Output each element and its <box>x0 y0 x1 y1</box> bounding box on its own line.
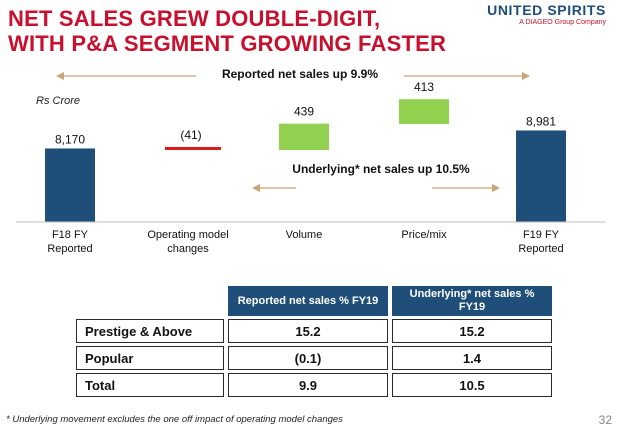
reported-annotation: Reported net sales up 9.9% <box>222 67 378 81</box>
brand-subtitle: A DIAGEO Group Company <box>519 19 606 26</box>
reported-cell: 15.2 <box>228 319 388 343</box>
table-corner <box>76 286 224 316</box>
f18-axis-label-line-2: Reported <box>47 243 92 255</box>
f19-value-label: 8,981 <box>526 114 556 128</box>
underlying-arrow-left-head <box>252 184 260 192</box>
volume-bar <box>279 123 329 150</box>
f18-axis-label-line-1: F18 FY <box>52 229 89 241</box>
operating-model-value-label: (41) <box>180 128 201 142</box>
brand-name: UNITED SPIRITS <box>487 2 606 18</box>
underlying-cell: 1.4 <box>392 346 552 370</box>
segment-table: Reported net sales % FY19 Underlying* ne… <box>72 283 556 400</box>
column-header-reported: Reported net sales % FY19 <box>228 286 388 316</box>
underlying-annotation: Underlying* net sales up 10.5% <box>292 162 470 176</box>
reported-cell: 9.9 <box>228 373 388 397</box>
volume-axis-label-line-1: Volume <box>286 229 323 241</box>
row-label: Prestige & Above <box>76 319 224 343</box>
unit-label: Rs Crore <box>36 95 80 107</box>
operating-model-axis-label-line-2: changes <box>167 243 209 255</box>
waterfall-chart: 8,170 F18 FY Reported (41) Operating model ch… <box>16 67 606 255</box>
table-header-row: Reported net sales % FY19 Underlying* ne… <box>76 286 552 316</box>
table-row: Total 9.9 10.5 <box>76 373 552 397</box>
operating-model-bar <box>165 147 221 150</box>
table-row: Popular (0.1) 1.4 <box>76 346 552 370</box>
reported-arrow-right-head <box>522 72 530 80</box>
underlying-arrow-right-head <box>492 184 500 192</box>
footnote: * Underlying movement excludes the one o… <box>6 414 343 425</box>
volume-value-label: 439 <box>294 105 314 119</box>
reported-arrow-left-head <box>56 72 64 80</box>
f19-reported-bar <box>516 130 566 222</box>
title-line-1: NET SALES GREW DOUBLE-DIGIT, <box>8 6 381 31</box>
underlying-cell: 10.5 <box>392 373 552 397</box>
price-mix-axis-label-line-1: Price/mix <box>401 229 447 241</box>
row-label: Total <box>76 373 224 397</box>
brand-logo: UNITED SPIRITS A DIAGEO Group Company <box>487 3 606 27</box>
price-mix-bar <box>399 99 449 124</box>
page-number: 32 <box>598 413 612 427</box>
reported-cell: (0.1) <box>228 346 388 370</box>
table-row: Prestige & Above 15.2 15.2 <box>76 319 552 343</box>
column-header-underlying: Underlying* net sales % FY19 <box>392 286 552 316</box>
f19-axis-label-line-1: F19 FY <box>523 229 560 241</box>
row-label: Popular <box>76 346 224 370</box>
operating-model-axis-label-line-1: Operating model <box>147 229 228 241</box>
f19-axis-label-line-2: Reported <box>518 243 563 255</box>
price-mix-value-label: 413 <box>414 80 434 94</box>
f18-reported-bar <box>45 148 95 222</box>
underlying-cell: 15.2 <box>392 319 552 343</box>
title-line-2: WITH P&A SEGMENT GROWING FASTER <box>8 31 447 56</box>
page-title: NET SALES GREW DOUBLE-DIGIT, WITH P&A SE… <box>8 6 446 56</box>
f18-value-label: 8,170 <box>55 132 85 146</box>
